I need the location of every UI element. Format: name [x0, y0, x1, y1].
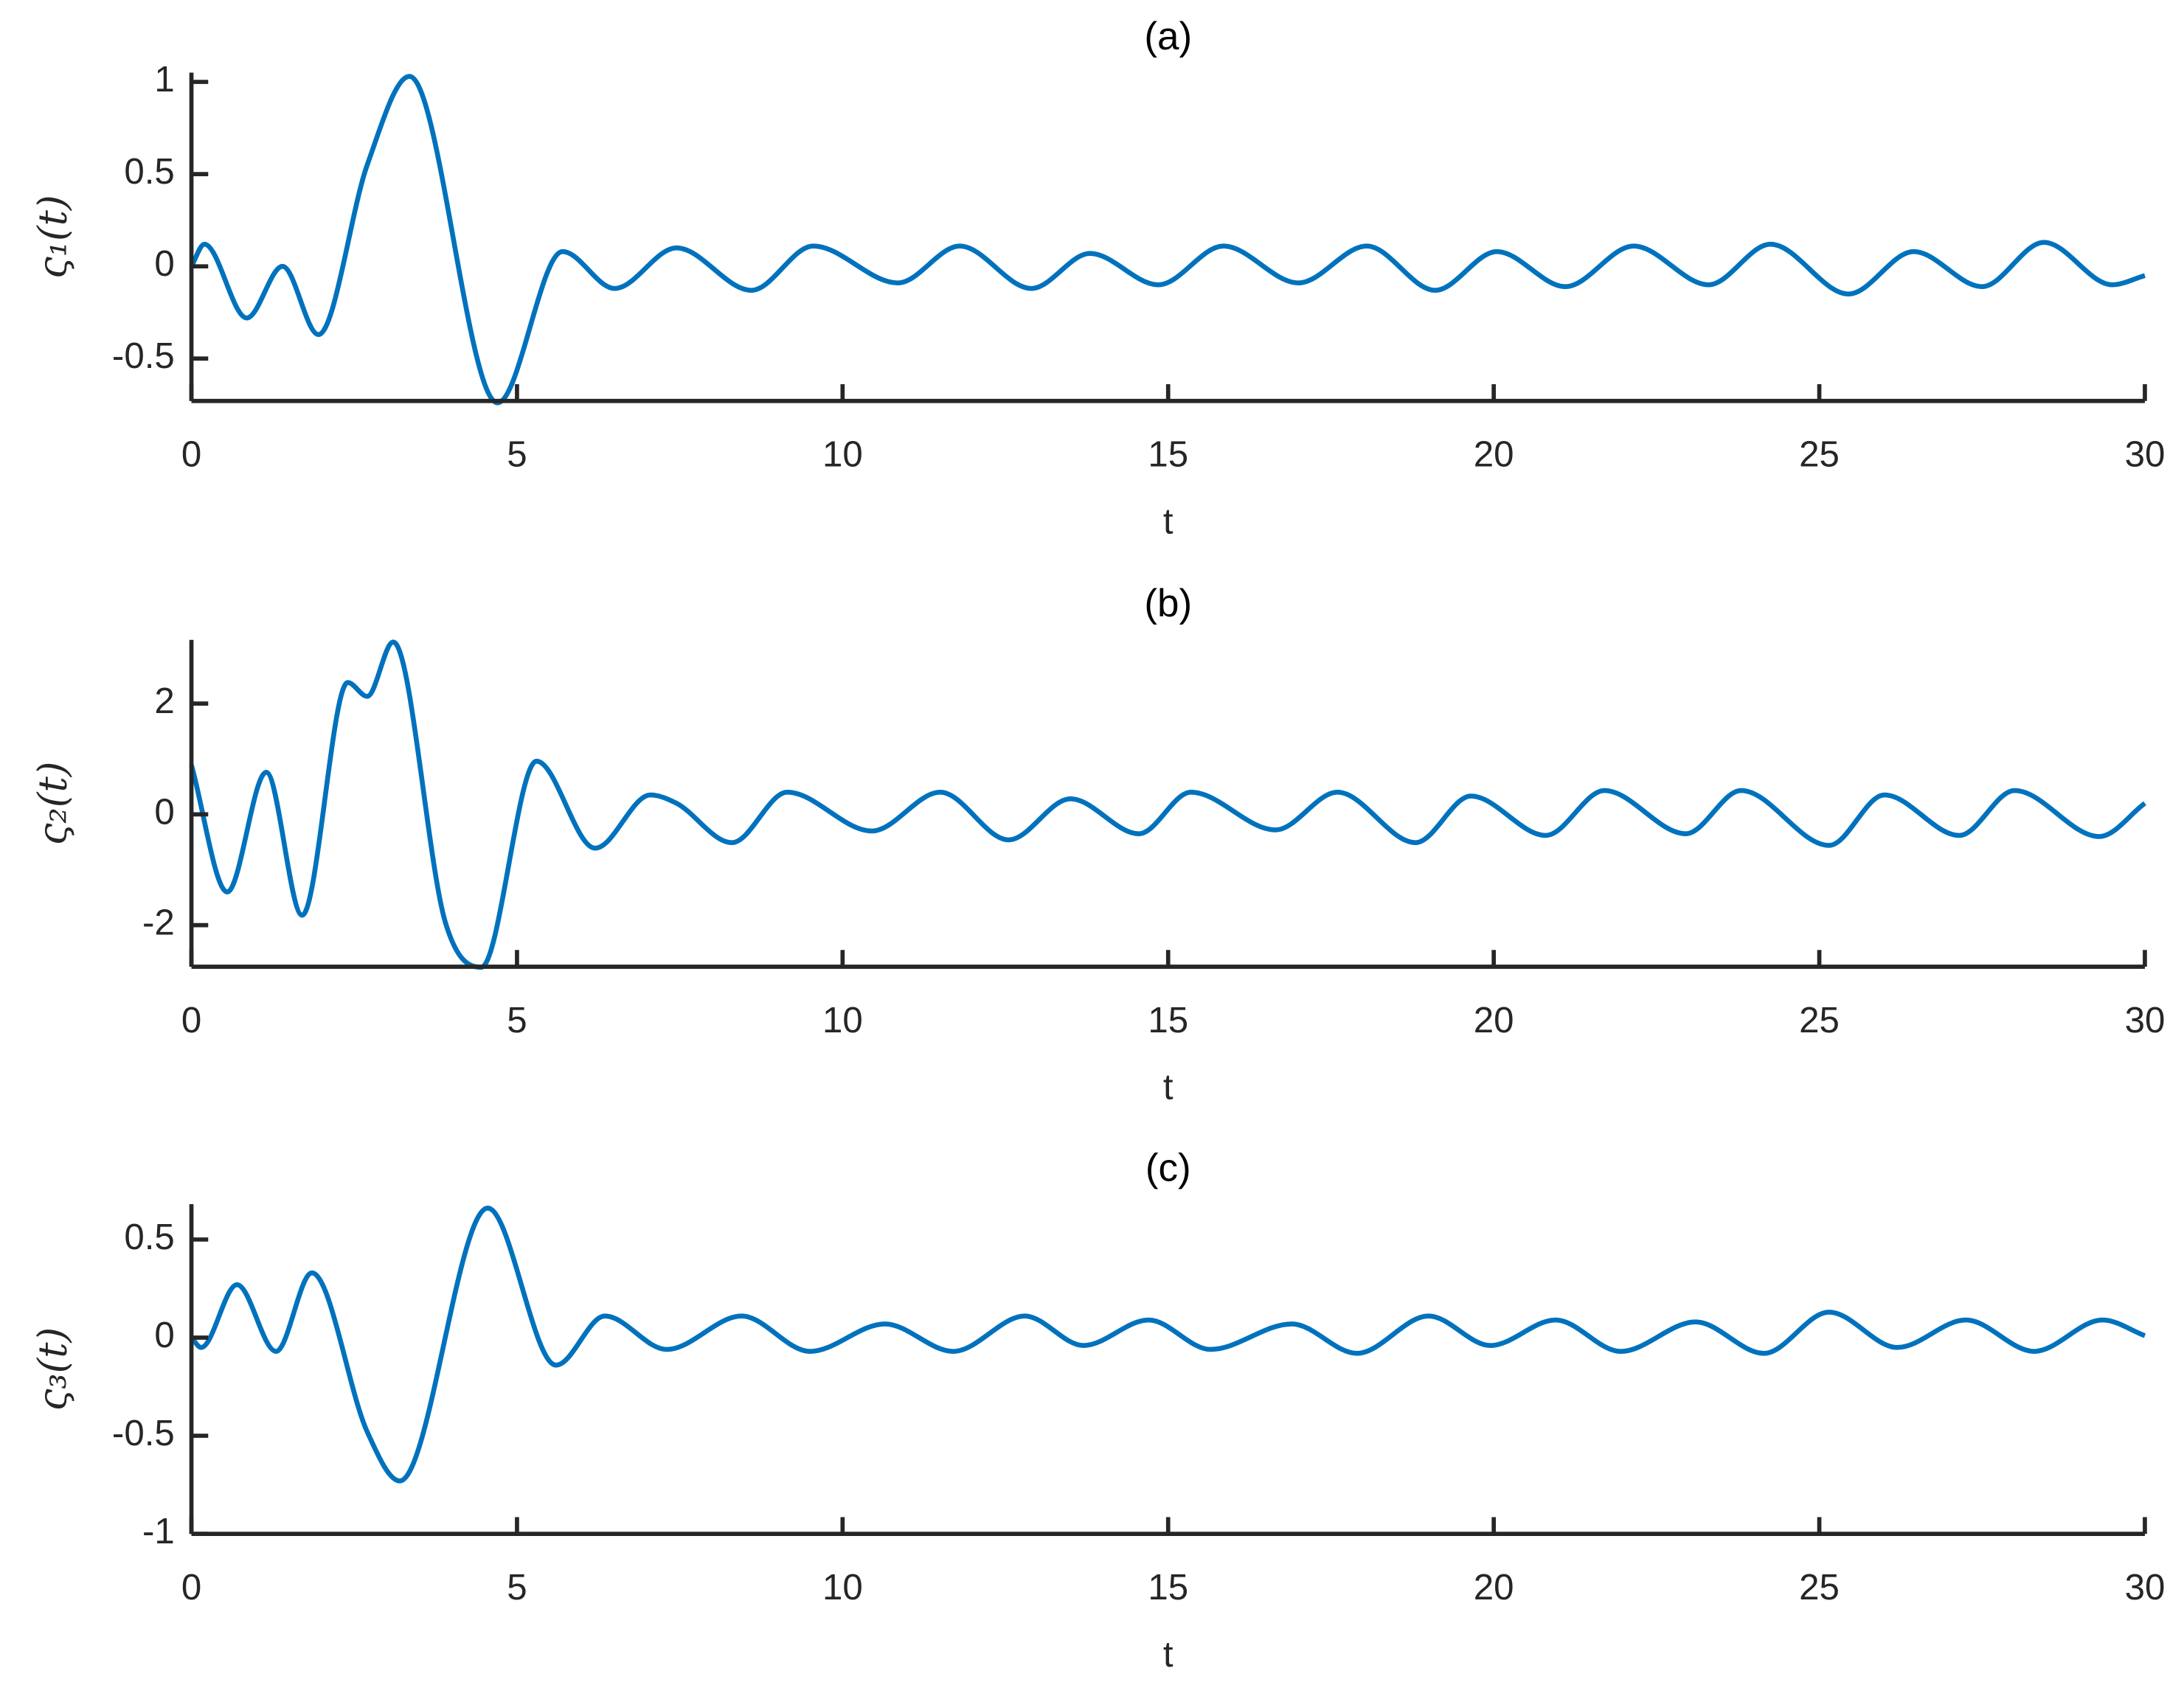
x-tick-label: 25 [1799, 1000, 1840, 1040]
x-tick-label: 20 [1474, 434, 1514, 475]
y-tick-label: 1 [154, 59, 174, 100]
x-axis-label: t [1163, 1067, 1174, 1108]
x-axis-label: t [1163, 1634, 1174, 1675]
y-tick-label: 2 [154, 681, 174, 721]
subplot-title: (c) [1145, 1147, 1191, 1190]
y-tick-label: -2 [142, 903, 175, 943]
x-tick-label: 10 [822, 434, 863, 475]
y-axis-label: ς₃(t) [30, 1327, 75, 1411]
x-tick-label: 20 [1474, 1567, 1514, 1608]
x-tick-label: 10 [822, 1567, 863, 1608]
x-tick-label: 0 [181, 434, 201, 475]
data-line [189, 74, 2146, 406]
x-tick-label: 30 [2125, 1567, 2166, 1608]
x-tick-label: 5 [507, 434, 527, 475]
data-line [189, 639, 2146, 970]
x-tick-label: 0 [181, 1567, 201, 1608]
x-tick-label: 15 [1148, 434, 1188, 475]
x-tick-label: 25 [1799, 1567, 1840, 1608]
x-tick-label: 0 [181, 1000, 201, 1040]
x-axis-label: t [1163, 501, 1174, 541]
x-tick-label: 5 [507, 1000, 527, 1040]
x-tick-label: 30 [2125, 434, 2166, 475]
y-tick-label: -0.5 [112, 1413, 175, 1453]
y-axis-label: ς₂(t) [30, 762, 75, 846]
x-tick-label: 15 [1148, 1567, 1188, 1608]
x-tick-label: 10 [822, 1000, 863, 1040]
x-tick-label: 20 [1474, 1000, 1514, 1040]
y-tick-label: 0.5 [124, 151, 174, 192]
y-tick-label: 0.5 [124, 1217, 174, 1257]
subplot: (c) 0 5 10 15 20 25 30 -1 -0.5 0 0.5 t ς₃(t) [30, 1147, 2165, 1675]
subplot: (b) 0 5 10 15 20 25 30 -2 0 2 t ς₂(t) [30, 582, 2165, 1107]
y-tick-label: 0 [154, 791, 174, 832]
x-tick-label: 15 [1148, 1000, 1188, 1040]
y-tick-label: -0.5 [112, 336, 175, 376]
y-tick-label: -1 [142, 1511, 175, 1551]
y-axis-label: ς₁(t) [30, 195, 75, 279]
y-tick-label: 0 [154, 1315, 174, 1355]
x-tick-label: 5 [507, 1567, 527, 1608]
x-tick-label: 25 [1799, 434, 1840, 475]
subplot-title: (a) [1144, 15, 1192, 58]
y-tick-label: 0 [154, 243, 174, 284]
subplot-title: (b) [1144, 582, 1192, 625]
subplot: (a) 0 5 10 15 20 25 30 -0.5 0 0.5 1 t ς₁(t) [30, 15, 2165, 541]
x-tick-label: 30 [2125, 1000, 2166, 1040]
data-line [190, 1206, 2146, 1484]
